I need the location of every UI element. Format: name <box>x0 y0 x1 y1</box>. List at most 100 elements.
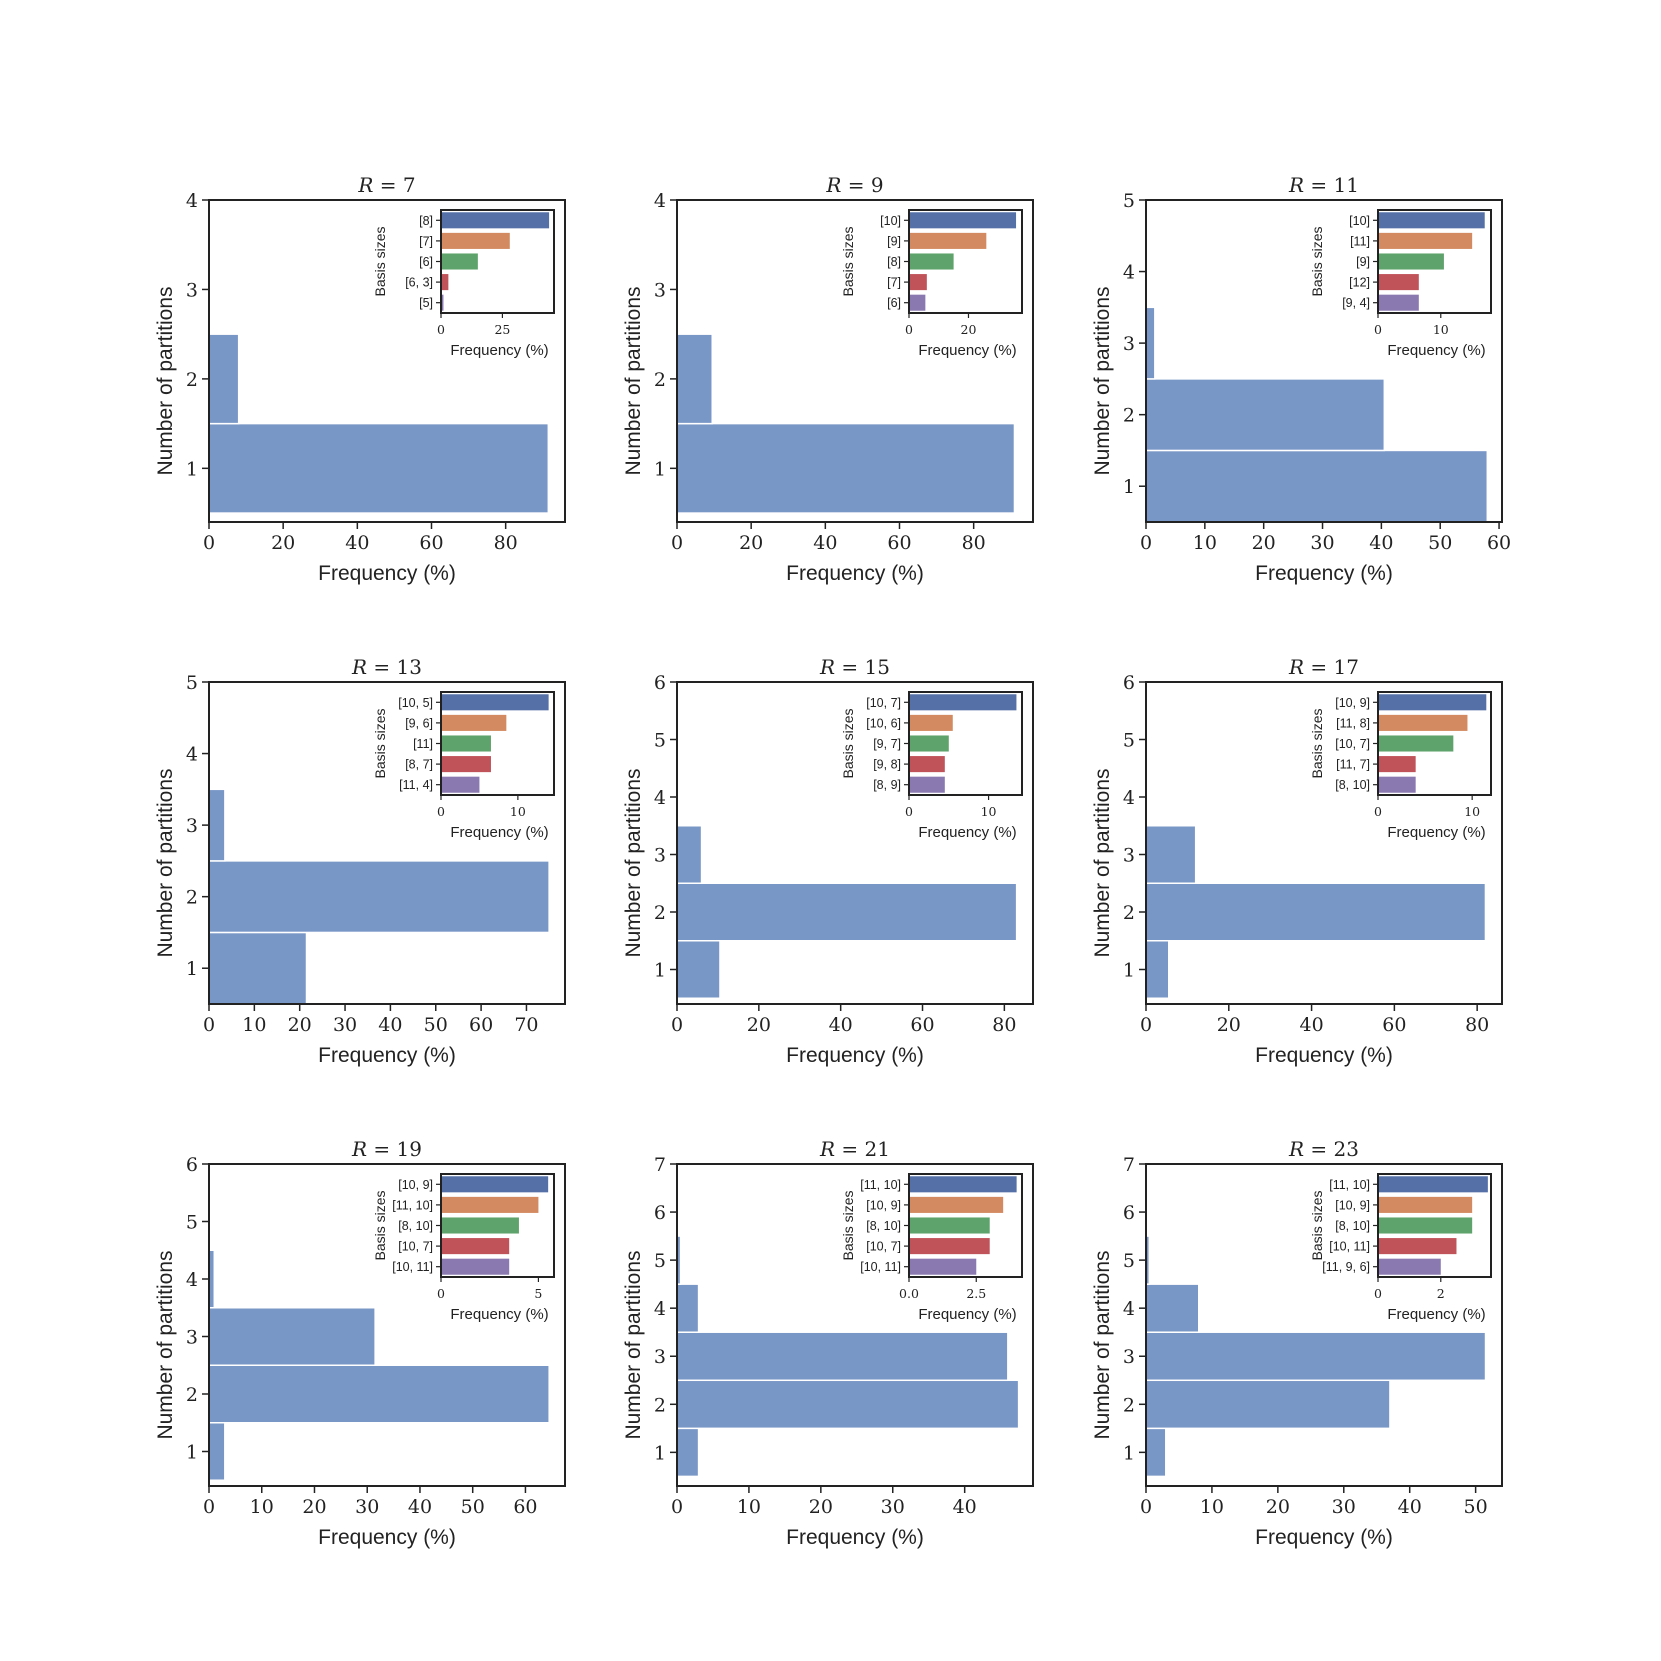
plot-frame <box>676 199 1034 523</box>
inset-bar <box>441 776 480 793</box>
inset-category-label: [8, 10] <box>1335 778 1370 792</box>
inset-frame <box>908 1173 1023 1278</box>
y-tick-label: 5 <box>186 672 198 694</box>
y-tick-label: 3 <box>654 845 666 867</box>
y-tick-label: 4 <box>1123 262 1135 284</box>
y-tick-label: 5 <box>654 1250 666 1272</box>
inset-x-axis-label: Frequency (%) <box>918 824 1016 841</box>
x-tick-label: 0 <box>671 532 683 554</box>
x-tick-label: 40 <box>378 1014 402 1036</box>
subplot-6: 0 20 40 60 80 1 2 3 4 5 6 R = 17 Frequency (%) Number… <box>1091 655 1503 1067</box>
x-tick-label: 60 <box>1487 532 1511 554</box>
inset-x-tick-label: 0 <box>437 322 445 337</box>
y-axis-label: Number of partitions <box>622 286 645 475</box>
inset-bar <box>1378 1238 1457 1255</box>
subplot-8: 0 10 20 30 40 1 2 3 4 5 6 7 R = 21 Frequency (%) Numbe… <box>622 1137 1034 1549</box>
inset-bar <box>909 232 987 249</box>
histogram-bar <box>1145 1283 1200 1333</box>
y-tick-label: 2 <box>186 1384 198 1406</box>
x-tick-label: 20 <box>739 532 763 554</box>
y-tick-label: 2 <box>654 369 666 391</box>
inset-bar <box>1378 714 1468 731</box>
histogram-bar <box>1145 940 1170 999</box>
inset-x-tick-label: 0.0 <box>899 1286 919 1301</box>
inset-category-label: [10, 7] <box>866 1240 901 1254</box>
x-tick-label: 10 <box>737 1496 761 1518</box>
y-tick-label: 5 <box>1123 730 1135 752</box>
inset-category-label: [10, 9] <box>1335 1198 1370 1212</box>
inset-category-label: [7] <box>887 276 901 290</box>
inset-x-tick-label: 0 <box>905 804 913 819</box>
y-axis-label: Number of partitions <box>1091 1250 1114 1439</box>
inset-bar <box>1378 776 1416 793</box>
x-tick-label: 20 <box>747 1014 771 1036</box>
inset-category-label: [9] <box>1356 255 1370 269</box>
inset-category-label: [10, 9] <box>866 1198 901 1212</box>
histogram-bar <box>676 882 1018 942</box>
x-axis-label: Frequency (%) <box>318 1526 456 1549</box>
x-tick-label: 50 <box>461 1496 485 1518</box>
inset-bar <box>909 1176 1017 1193</box>
histogram-bar <box>208 1364 550 1424</box>
inset-bar <box>441 1238 510 1255</box>
histogram-bar <box>676 1283 700 1333</box>
inset-bar <box>1378 294 1419 311</box>
y-tick-label: 2 <box>1123 902 1135 924</box>
y-tick-label: 5 <box>1123 1250 1135 1272</box>
subplot-1: 0 20 40 60 80 1 2 3 4 R = 7 Frequency (%) Number of… <box>154 173 566 585</box>
inset-frame <box>440 1173 555 1278</box>
inset-bar <box>441 735 491 752</box>
y-tick-label: 2 <box>654 1394 666 1416</box>
inset-bar <box>909 1217 990 1234</box>
y-tick-label: 1 <box>186 458 198 480</box>
x-axis-label: Frequency (%) <box>1255 562 1393 585</box>
subplot-4: 0 10 20 30 40 50 60 70 1 2 3 4 5 R = 13 Frequency (%) N… <box>154 655 566 1067</box>
histogram-bar <box>208 931 308 1005</box>
inset-category-label: [5] <box>419 296 433 310</box>
histogram-bar <box>208 788 226 862</box>
inset-category-label: [11, 10] <box>860 1178 901 1192</box>
inset-bar <box>909 1238 990 1255</box>
subplot-title: R = 23 <box>1288 1137 1359 1161</box>
x-tick-label: 10 <box>1200 1496 1224 1518</box>
inset-chart: [8] [7] [6] [6, 3] [5] 0 25 Frequency (%) Basis … <box>372 209 555 359</box>
histogram-bar <box>1145 449 1489 523</box>
plot-frame <box>208 681 566 1005</box>
histogram-bar <box>676 1427 700 1478</box>
histogram-bar <box>208 422 550 514</box>
inset-category-label: [8, 10] <box>398 1219 433 1233</box>
x-tick-label: 30 <box>355 1496 379 1518</box>
x-tick-label: 0 <box>671 1496 683 1518</box>
x-tick-label: 30 <box>1332 1496 1356 1518</box>
inset-x-axis-label: Frequency (%) <box>450 824 548 841</box>
inset-y-axis-label: Basis sizes <box>1309 708 1325 778</box>
x-tick-label: 20 <box>1266 1496 1290 1518</box>
x-tick-label: 50 <box>1428 532 1452 554</box>
inset-frame <box>440 209 555 314</box>
x-tick-label: 80 <box>992 1014 1016 1036</box>
x-tick-label: 30 <box>333 1014 357 1036</box>
plot-frame <box>208 1163 566 1487</box>
subplot-3: 0 10 20 30 40 50 60 1 2 3 4 5 R = 11 Frequency (%) Num… <box>1091 173 1511 585</box>
inset-x-axis-label: Frequency (%) <box>1387 342 1485 359</box>
plot-frame <box>1145 199 1503 523</box>
x-tick-label: 0 <box>671 1014 683 1036</box>
x-tick-label: 40 <box>813 532 837 554</box>
y-tick-label: 3 <box>186 815 198 837</box>
inset-bar <box>441 756 491 773</box>
inset-chart: [11, 10] [10, 9] [8, 10] [10, 11] [11, 9, 6]… <box>1309 1173 1492 1323</box>
x-tick-label: 40 <box>953 1496 977 1518</box>
subplot-title: R = 17 <box>1288 655 1359 679</box>
x-tick-label: 40 <box>1299 1014 1323 1036</box>
x-axis-label: Frequency (%) <box>318 562 456 585</box>
y-tick-label: 1 <box>1123 476 1135 498</box>
x-tick-label: 60 <box>887 532 911 554</box>
inset-x-tick-label: 0 <box>1374 804 1382 819</box>
y-tick-label: 2 <box>1123 1394 1135 1416</box>
inset-x-tick-label: 10 <box>981 804 997 819</box>
inset-x-tick-label: 0 <box>1374 1286 1382 1301</box>
inset-category-label: [9, 6] <box>405 716 433 730</box>
x-tick-label: 40 <box>1369 532 1393 554</box>
